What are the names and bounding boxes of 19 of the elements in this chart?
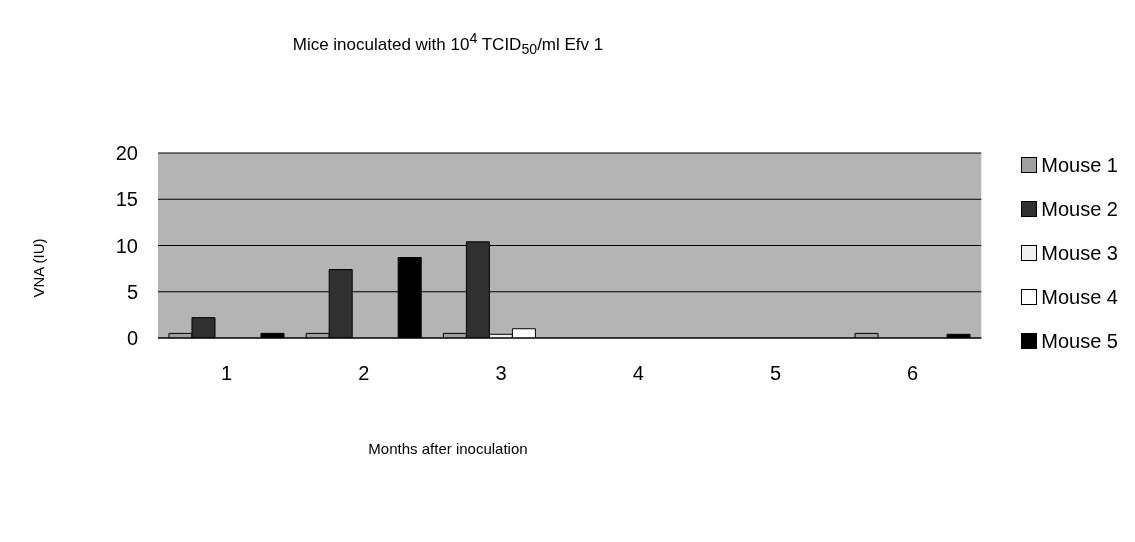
chart-title: Mice inoculated with 10$^{4}$ TCID$_{50}$/ml Efv 1 xyxy=(291,30,605,58)
x-tick-label: 5 xyxy=(769,362,782,385)
x-tick-label: 2 xyxy=(358,362,370,385)
x-axis-title: Months after inoculation xyxy=(367,440,529,457)
x-tick-label: 4 xyxy=(632,362,644,385)
y-tick-label: 10 xyxy=(115,234,138,257)
x-tick-label: 1 xyxy=(221,362,233,385)
legend-label: Mouse 2 xyxy=(1041,197,1118,222)
legend-label: Mouse 3 xyxy=(1041,241,1118,266)
y-tick-label: 15 xyxy=(115,188,138,211)
y-tick-label: 5 xyxy=(126,280,138,303)
y-tick-label: 0 xyxy=(126,327,138,350)
y-axis-title: VNA (IU) xyxy=(29,238,47,298)
legend-label: Mouse 4 xyxy=(1041,285,1118,310)
x-tick-label: 3 xyxy=(495,362,507,385)
legend-label: Mouse 1 xyxy=(1041,153,1118,178)
x-tick-label: 6 xyxy=(907,362,919,385)
legend-label: Mouse 5 xyxy=(1041,329,1118,354)
y-tick-label: 20 xyxy=(115,142,138,165)
